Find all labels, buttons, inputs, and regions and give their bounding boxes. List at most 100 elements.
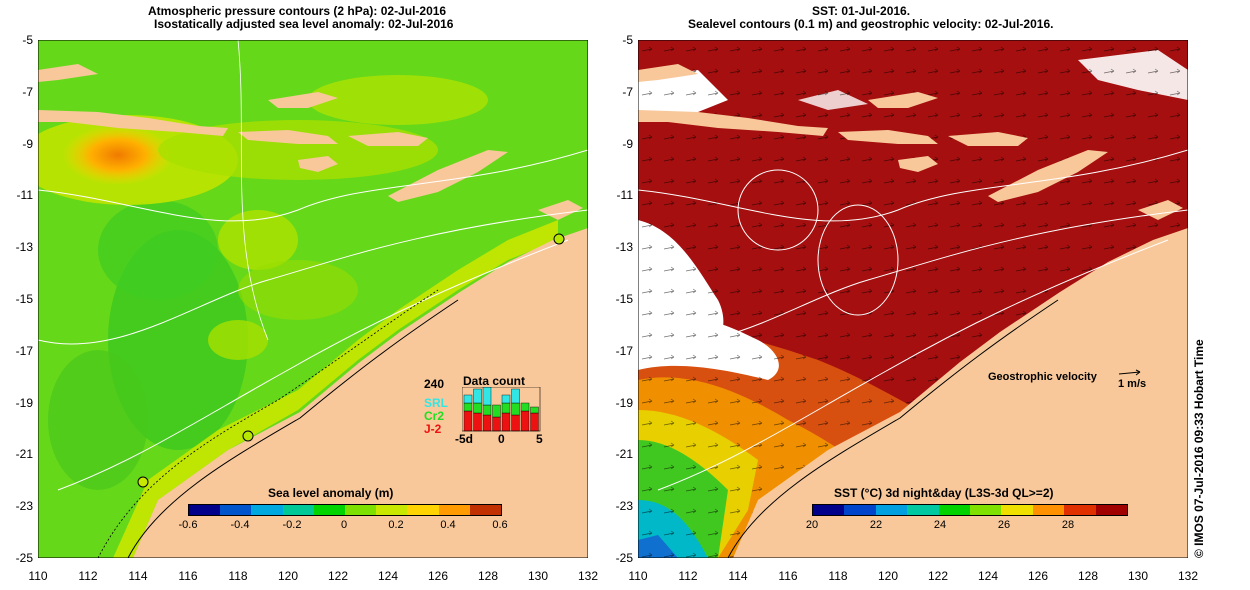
y-tick-label: -21: [615, 447, 633, 462]
x-tick-label: 128: [1077, 569, 1099, 583]
left-title-line1: Atmospheric pressure contours (2 hPa): 0…: [148, 4, 447, 18]
data-count-title: Data count: [463, 374, 526, 388]
histogram-bar: [473, 402, 482, 414]
histogram-bar: [530, 406, 539, 414]
y-tick-label: -25: [615, 551, 633, 565]
australia-landmass: [133, 228, 588, 558]
left-colorbar: [188, 504, 502, 516]
right-title-line1: SST: 01-Jul-2016.: [812, 4, 911, 18]
x-tick-label: 132: [577, 569, 599, 583]
colorbar-tick-label: -0.2: [282, 519, 302, 531]
histogram-bar: [511, 388, 520, 404]
x-tick-label: 130: [527, 569, 549, 583]
colorbar-swatch: [1032, 505, 1065, 515]
x-tick-label: 124: [977, 569, 999, 583]
legend-srl: SRL: [424, 396, 448, 410]
colorbar-swatch: [813, 505, 845, 515]
tide-gauge-marker: [137, 476, 149, 488]
data-count-histogram: [462, 387, 541, 432]
colorbar-swatch: [844, 505, 876, 515]
y-tick-label: -11: [616, 188, 633, 203]
x-tick-label: 122: [927, 569, 949, 583]
velocity-scale-arrow-icon: [1118, 369, 1141, 376]
histogram-bar: [463, 394, 473, 404]
x-tick-label: 116: [178, 569, 198, 583]
colorbar-swatch: [251, 505, 283, 515]
timor-island: [988, 150, 1108, 202]
y-tick-label: -13: [615, 240, 633, 255]
histogram-bar: [501, 402, 511, 414]
colorbar-tick-label: 0.6: [492, 519, 508, 531]
histogram-bar: [482, 414, 492, 432]
colorbar-swatch: [1001, 505, 1033, 515]
histogram-bar: [501, 394, 511, 404]
histogram-bar: [473, 388, 482, 404]
x-tick-label: 118: [828, 569, 848, 583]
y-tick-label: -23: [15, 499, 33, 514]
colorbar-swatch: [1064, 505, 1096, 515]
x-tick-label: 126: [427, 569, 449, 583]
colorbar-swatch: [313, 505, 346, 515]
right-colorbar: [812, 504, 1128, 516]
tide-gauge-marker: [242, 430, 254, 442]
histogram-x-label: 5: [536, 432, 543, 446]
australia-landmass: [733, 228, 1188, 558]
velocity-scale-label: 1 m/s: [1118, 378, 1147, 390]
colorbar-swatch: [907, 505, 939, 515]
histogram-bar: [492, 416, 501, 432]
x-tick-label: 132: [1177, 569, 1199, 583]
histogram-bar: [482, 387, 492, 406]
histogram-bar: [473, 412, 482, 432]
histogram-bar: [520, 402, 530, 412]
colorbar-swatch: [189, 505, 221, 515]
y-tick-label: -17: [15, 343, 33, 358]
histogram-bar: [530, 412, 539, 432]
y-tick-label: -15: [615, 292, 633, 306]
histogram-x-label: -5d: [455, 432, 473, 446]
colorbar-swatch: [407, 505, 439, 515]
x-tick-label: 126: [1027, 569, 1049, 583]
y-tick-label: -23: [615, 499, 633, 514]
x-tick-label: 122: [327, 569, 349, 583]
colorbar-tick-label: 0.4: [440, 519, 456, 531]
colorbar-tick-label: 20: [805, 519, 819, 531]
colorbar-swatch: [438, 505, 470, 515]
x-tick-label: 120: [277, 569, 299, 583]
x-tick-label: 114: [728, 569, 748, 583]
colorbar-tick-label: 0: [340, 519, 348, 531]
y-tick-label: -19: [615, 395, 633, 410]
colorbar-swatch: [1095, 505, 1128, 515]
x-tick-label: 112: [78, 569, 98, 583]
histogram-bar: [492, 404, 501, 418]
colorbar-swatch: [220, 505, 252, 515]
x-tick-label: 112: [678, 569, 698, 583]
colorbar-tick-label: 24: [933, 519, 947, 531]
x-tick-label: 110: [628, 569, 648, 583]
histogram-bar: [511, 402, 520, 416]
geostrophic-velocity-label: Geostrophic velocity: [988, 371, 1097, 383]
legend-cr2: Cr2: [424, 409, 445, 423]
histogram-bar: [511, 414, 520, 432]
timor-island: [388, 150, 508, 202]
left-colorbar-label: Sea level anomaly (m): [268, 486, 394, 500]
left-title-line2: Isostatically adjusted sea level anomaly…: [154, 17, 454, 31]
y-tick-label: -21: [15, 447, 33, 462]
colorbar-swatch: [282, 505, 314, 515]
colorbar-swatch: [938, 505, 971, 515]
x-tick-label: 114: [128, 569, 148, 583]
copyright-notice: © IMOS 07-Jul-2016 09:33 Hobart Time: [1192, 339, 1206, 558]
right-colorbar-label: SST (°C) 3d night&day (L3S-3d QL>=2): [834, 486, 1054, 500]
y-tick-label: -9: [22, 136, 33, 151]
colorbar-swatch: [376, 505, 408, 515]
histogram-bar: [482, 404, 492, 416]
x-tick-label: 120: [877, 569, 899, 583]
x-tick-label: 110: [28, 569, 48, 583]
y-tick-label: -5: [622, 33, 633, 47]
colorbar-tick-label: 26: [997, 519, 1011, 531]
histogram-bar: [520, 410, 530, 432]
colorbar-swatch: [469, 505, 502, 515]
colorbar-tick-label: 28: [1061, 519, 1075, 531]
colorbar-swatch: [970, 505, 1002, 515]
y-tick-label: -7: [22, 84, 33, 99]
legend-j2: J-2: [424, 422, 442, 436]
